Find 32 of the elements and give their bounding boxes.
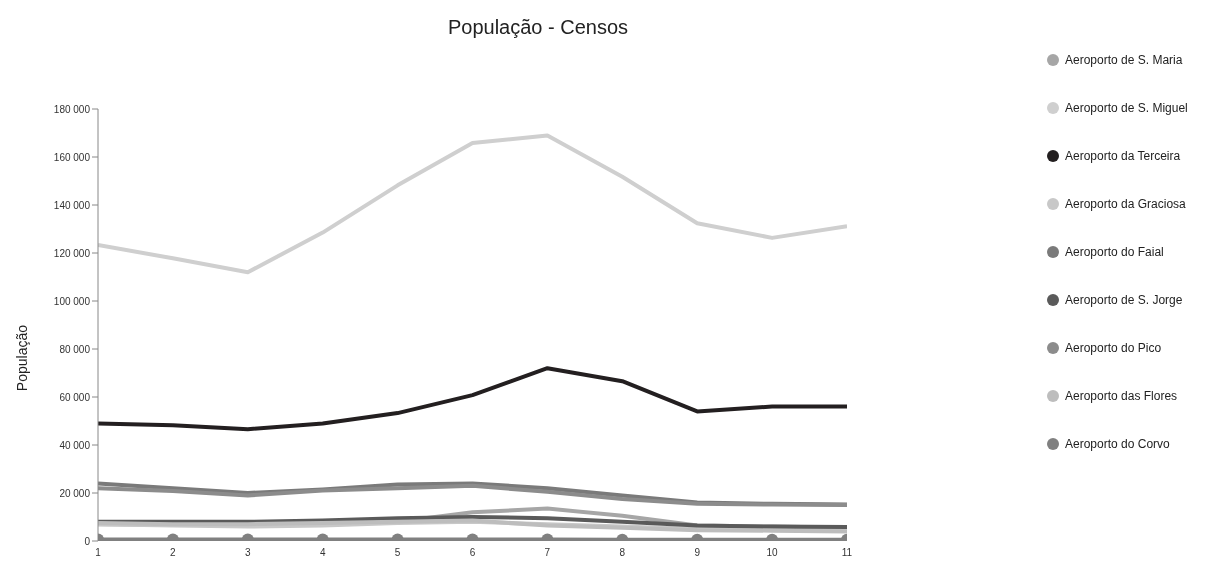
x-tick-label: 1 — [95, 547, 102, 559]
x-tick-label: 4 — [319, 547, 326, 559]
legend-label: Aeroporto do Pico — [1065, 341, 1162, 355]
legend-label: Aeroporto de S. Miguel — [1065, 101, 1188, 115]
legend-label: Aeroporto de S. Maria — [1065, 53, 1183, 67]
x-tick-label: 2 — [170, 547, 177, 559]
y-tick-label: 20 000 — [59, 487, 91, 499]
legend-label: Aeroporto do Corvo — [1065, 437, 1170, 451]
legend-label: Aeroporto de S. Jorge — [1065, 293, 1183, 307]
x-tick-label: 11 — [841, 547, 853, 559]
y-tick-label: 140 000 — [53, 199, 91, 211]
y-tick-label: 180 000 — [53, 103, 91, 115]
legend-label: Aeroporto da Graciosa — [1065, 197, 1186, 211]
y-tick-label: 100 000 — [53, 295, 91, 307]
x-tick-label: 8 — [619, 547, 626, 559]
chart-title: População - Censos — [446, 16, 630, 39]
x-tick-label: 10 — [766, 547, 779, 559]
y-axis-title: População — [13, 324, 30, 392]
x-tick-label: 9 — [694, 547, 701, 559]
x-tick-label: 6 — [469, 547, 476, 559]
y-tick-label: 120 000 — [53, 247, 91, 259]
x-tick-label: 7 — [544, 547, 551, 559]
y-tick-label: 160 000 — [53, 151, 91, 163]
x-tick-label: 5 — [394, 547, 401, 559]
legend-label: Aeroporto das Flores — [1065, 389, 1178, 403]
y-tick-label: 60 000 — [59, 391, 91, 403]
x-tick-label: 3 — [245, 547, 252, 559]
legend-label: Aeroporto da Terceira — [1065, 149, 1181, 163]
y-tick-label: 0 — [84, 535, 91, 547]
y-tick-label: 80 000 — [59, 343, 91, 355]
y-tick-label: 40 000 — [59, 439, 91, 451]
legend-label: Aeroporto do Faial — [1065, 245, 1164, 259]
